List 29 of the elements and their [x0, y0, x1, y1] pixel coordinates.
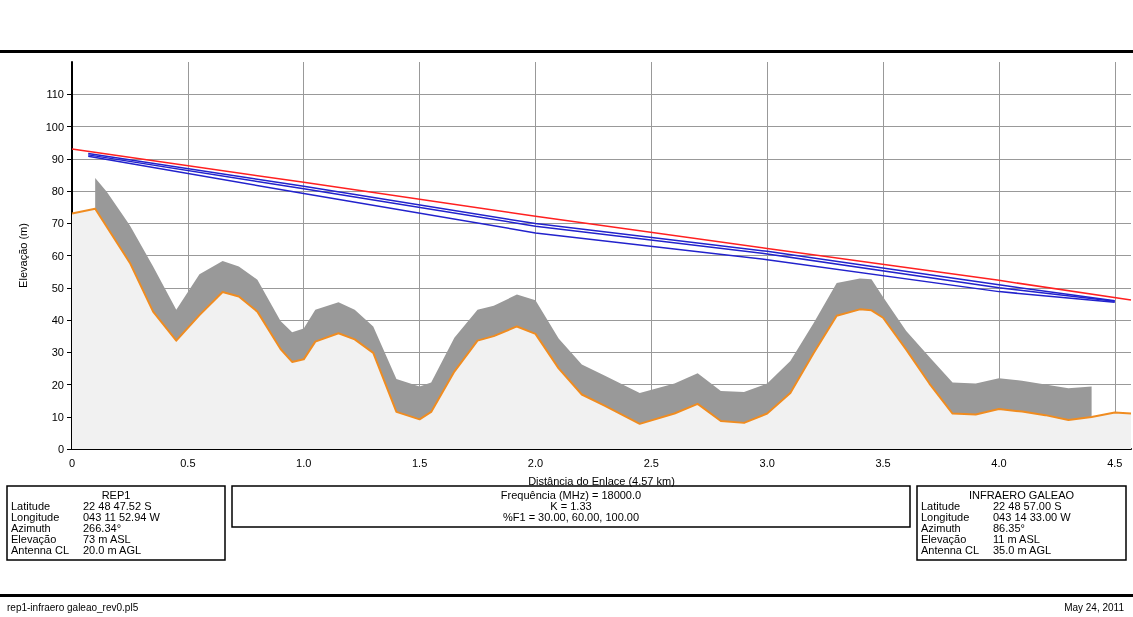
x-tick-label: 3.5: [875, 456, 891, 469]
y-tick-label: 20: [51, 378, 64, 391]
text: REP1 Latitude 22 48 47.52 S Longitude 043 11 52.94 W Azimuth 266.34° Elevação 73 m ASL Antenna CL 20.0 m AGL: [11, 488, 160, 556]
y-tick-label: 10: [51, 410, 64, 423]
y-tick-label: 40: [51, 314, 64, 326]
x-tick-label: 3.0: [759, 456, 775, 469]
x-tick-label: 0.5: [180, 456, 196, 469]
y-tick-label: 70: [51, 217, 64, 230]
y-tick-label: 110: [46, 88, 64, 101]
y-tick-label: 0: [57, 443, 64, 455]
y-tick-label: 80: [51, 185, 64, 197]
x-tick-label: 2.0: [527, 456, 544, 469]
text: Frequência (MHz) = 18000.0 K = 1.33 %F1 = 30.00, 60.00, 100.00: [500, 488, 642, 523]
x-tick-label: 1.5: [411, 456, 428, 469]
y-tick-label: 60: [51, 249, 64, 262]
text: INFRAERO GALEAO Latitude 22 48 57.00 S Longitude 043 14 33.00 W Azimuth 86.35° Elevação 11 m ASL Antenna CL 35.0 m AGL: [921, 488, 1075, 556]
x-tick-label: 4.0: [991, 456, 1007, 469]
x-tick-label: 0: [68, 456, 76, 469]
text: May 24, 2011: [1064, 601, 1125, 613]
x-axis-title: Distância do Enlace (4.57 km): [528, 474, 675, 487]
y-axis-title: Elevação (m): [16, 223, 29, 288]
x-tick-label: 2.5: [643, 456, 659, 469]
y-tick-label: 30: [51, 346, 64, 359]
y-tick-label: 50: [51, 281, 64, 294]
text: rep1-infraero galeao_rev0.pl5: [7, 601, 139, 613]
x-tick-label: 4.5: [1107, 456, 1123, 469]
x-tick-label: 1.0: [296, 456, 312, 469]
y-tick-label: 100: [45, 120, 64, 133]
y-tick-label: 90: [51, 152, 64, 165]
